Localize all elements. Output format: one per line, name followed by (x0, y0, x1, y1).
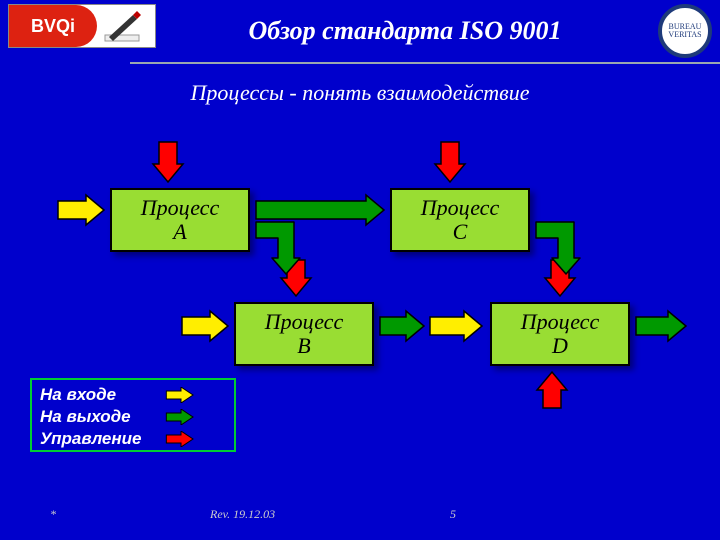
process-label: Процесс (421, 196, 499, 220)
legend-row: На выходе (40, 406, 226, 428)
arrow-control-1 (153, 142, 183, 182)
pen-icon (103, 11, 143, 43)
arrow-output-9 (636, 311, 686, 341)
process-node-a: Процесс А (110, 188, 250, 252)
arrow-control-10 (537, 372, 567, 408)
arrow-elbow-0 (256, 222, 300, 274)
logo-bvqi: BVQi (8, 4, 156, 48)
process-label: А (173, 220, 186, 244)
legend-label: На выходе (40, 406, 150, 427)
footer-revision: Rev. 19.12.03 (210, 507, 275, 522)
logo-bvqi-text: BVQi (9, 5, 97, 47)
arrow-control-2 (435, 142, 465, 182)
control_arrow-icon (160, 431, 202, 447)
process-label: D (552, 334, 568, 358)
arrow-output-7 (380, 311, 424, 341)
process-label: Процесс (265, 310, 343, 334)
header-rule (130, 62, 720, 64)
arrow-control-4 (281, 260, 311, 296)
process-node-d: Процесс D (490, 302, 630, 366)
legend: На входеНа выходеУправление (30, 378, 236, 452)
process-node-c: Процесс С (390, 188, 530, 252)
legend-label: Управление (40, 428, 150, 449)
process-label: В (297, 334, 310, 358)
page-title: Обзор стандарта ISO 9001 (170, 16, 640, 46)
subtitle: Процессы - понять взаимодействие (0, 80, 720, 106)
process-label: Процесс (521, 310, 599, 334)
process-label: Процесс (141, 196, 219, 220)
logo-bv-text: BUREAU VERITAS (662, 23, 708, 39)
footer-page-number: 5 (450, 507, 456, 522)
arrow-input-8 (430, 311, 482, 341)
input_arrow-icon (160, 387, 202, 403)
legend-row: Управление (40, 428, 226, 450)
process-node-b: Процесс В (234, 302, 374, 366)
arrow-output-3 (256, 195, 384, 225)
slide-stage: BVQi Обзор стандарта ISO 9001 BUREAU VER… (0, 0, 720, 540)
footer-star: * (50, 507, 56, 522)
output_arrow-icon (160, 409, 202, 425)
arrow-input-0 (58, 195, 104, 225)
arrow-control-5 (545, 260, 575, 296)
arrow-elbow-1 (536, 222, 580, 274)
legend-label: На входе (40, 384, 150, 405)
arrow-input-6 (182, 311, 228, 341)
logo-bureau-veritas: BUREAU VERITAS (658, 4, 712, 58)
process-label: С (453, 220, 468, 244)
legend-row: На входе (40, 384, 226, 406)
header: BVQi Обзор стандарта ISO 9001 BUREAU VER… (0, 0, 720, 60)
